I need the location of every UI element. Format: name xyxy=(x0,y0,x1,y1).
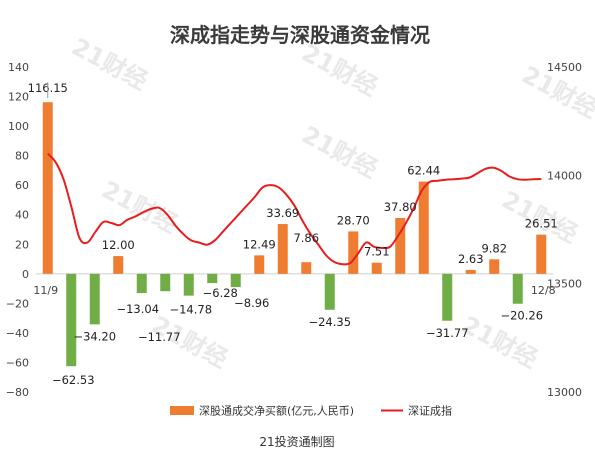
x-endpoint-labels: 11/9 12/8 xyxy=(33,284,555,297)
data-label: −31.77 xyxy=(426,326,469,340)
right-axis-tick: 13500 xyxy=(547,278,582,291)
left-axis-tick: −60 xyxy=(6,356,29,369)
data-label: 37.80 xyxy=(384,200,417,214)
data-labels: 116.15−62.53−34.2012.00−13.04−11.77−14.7… xyxy=(28,81,558,387)
bar xyxy=(66,273,77,367)
bar xyxy=(301,262,312,274)
left-axis-tick: −20 xyxy=(6,297,29,310)
bar xyxy=(89,273,100,325)
left-axis-tick: 100 xyxy=(8,120,29,133)
data-label: 12.49 xyxy=(243,237,276,251)
line-series-szse xyxy=(47,152,542,266)
left-axis-tick: 40 xyxy=(15,209,29,222)
legend-label-line: 深证成指 xyxy=(408,404,452,418)
bar xyxy=(42,102,53,274)
bar xyxy=(230,273,241,288)
x-label-end: 12/8 xyxy=(531,284,556,297)
data-label: 9.82 xyxy=(481,241,507,255)
bar xyxy=(277,224,288,274)
data-label: −8.96 xyxy=(234,296,269,310)
bar xyxy=(254,255,265,274)
data-label: −34.20 xyxy=(73,329,116,343)
data-label: 2.63 xyxy=(458,252,484,266)
data-label: 33.69 xyxy=(266,206,299,220)
bar xyxy=(489,259,500,274)
right-axis-tick: 14500 xyxy=(547,61,582,74)
data-label: 7.86 xyxy=(293,231,319,245)
data-label: −24.35 xyxy=(308,315,351,329)
line-layer xyxy=(47,152,542,266)
watermark-text: 21财经 xyxy=(67,33,152,96)
watermark-text: 21财经 xyxy=(97,176,182,239)
bar xyxy=(536,234,547,274)
bar xyxy=(418,181,429,274)
data-label: −62.53 xyxy=(52,373,95,387)
legend-swatch-bar xyxy=(170,406,194,415)
data-label: 12.00 xyxy=(102,238,135,252)
right-axis: 13000 13500 14000 14500 xyxy=(547,61,582,399)
right-axis-tick: 14000 xyxy=(547,169,582,182)
left-axis-tick: 120 xyxy=(8,91,29,104)
left-axis-tick: 60 xyxy=(15,179,29,192)
data-label: −14.78 xyxy=(169,303,212,317)
right-axis-tick: 13000 xyxy=(547,386,582,399)
data-label: −6.28 xyxy=(203,286,238,300)
left-axis-tick: −80 xyxy=(6,386,29,399)
bar xyxy=(113,256,124,274)
bar xyxy=(136,273,147,294)
data-label: 28.70 xyxy=(337,213,370,227)
x-label-start: 11/9 xyxy=(33,284,58,297)
bar xyxy=(160,273,171,292)
bar xyxy=(465,269,476,274)
data-label: −13.04 xyxy=(116,302,159,316)
source-note: 21投资通制图 xyxy=(259,434,334,449)
data-label: 62.44 xyxy=(407,164,440,178)
left-axis-tick: 80 xyxy=(15,150,29,163)
left-axis-tick: 140 xyxy=(8,61,29,74)
data-label: −20.26 xyxy=(500,309,543,323)
chart-title: 深成指走势与深股通资金情况 xyxy=(170,23,430,47)
data-label: 7.51 xyxy=(364,245,390,259)
data-label: 26.51 xyxy=(525,217,558,231)
watermark-text: 21财经 xyxy=(297,39,382,102)
bar xyxy=(183,273,194,296)
watermark-text: 21财经 xyxy=(297,121,382,184)
bar xyxy=(395,217,406,274)
left-axis-tick: 0 xyxy=(22,268,29,281)
bar xyxy=(348,231,359,274)
left-axis-tick: −40 xyxy=(6,327,29,340)
bars xyxy=(42,102,547,367)
bar xyxy=(324,273,335,310)
bar xyxy=(207,273,218,284)
bar xyxy=(512,273,523,304)
legend-label-bar: 深股通成交净买额(亿元,人民币) xyxy=(199,404,354,418)
bar xyxy=(371,262,382,274)
bar xyxy=(442,273,453,321)
left-axis-tick: 20 xyxy=(15,238,29,251)
data-label: −11.77 xyxy=(138,330,181,344)
legend: 深股通成交净买额(亿元,人民币) 深证成指 xyxy=(170,404,452,418)
